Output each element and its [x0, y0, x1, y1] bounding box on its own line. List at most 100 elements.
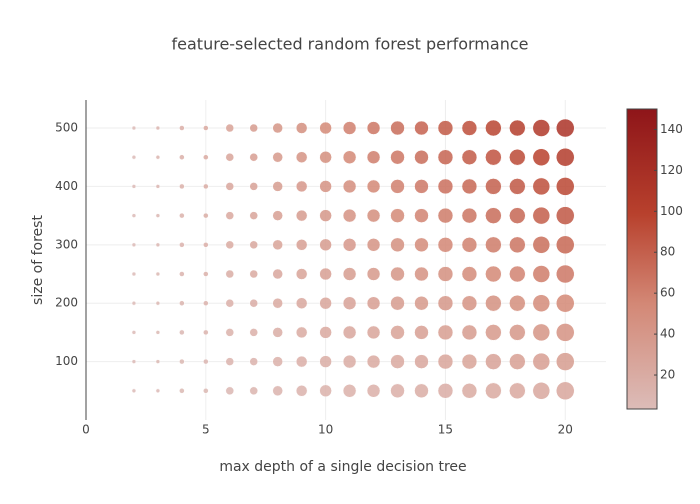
bubble: [390, 120, 405, 136]
bubble: [203, 212, 209, 219]
bubble: [249, 240, 258, 250]
bubble: [131, 330, 137, 335]
bubble: [155, 359, 161, 364]
bubble: [532, 206, 551, 225]
bubble: [437, 295, 454, 311]
bubble: [509, 382, 526, 400]
bubble: [461, 324, 478, 341]
x-tick-label: 15: [438, 423, 453, 437]
bubble: [414, 179, 429, 194]
bubble: [203, 271, 209, 277]
bubble: [295, 268, 308, 280]
bubble: [249, 328, 258, 337]
bubble: [272, 239, 283, 251]
bubble: [461, 178, 478, 195]
bubble: [155, 300, 161, 306]
bubble: [532, 352, 551, 371]
bubble: [532, 382, 551, 400]
bubble: [249, 357, 258, 366]
bubble: [155, 388, 161, 394]
bubble: [225, 182, 235, 191]
bubble: [461, 353, 478, 370]
bubble: [179, 242, 185, 248]
bubble: [225, 328, 235, 337]
bubble: [295, 326, 308, 339]
bubble: [414, 383, 429, 399]
bubble: [437, 353, 454, 370]
bubble: [485, 148, 502, 166]
bubble: [295, 385, 308, 397]
bubble: [509, 353, 526, 370]
bubble: [249, 182, 258, 191]
bubble: [272, 268, 283, 280]
bubble: [390, 325, 405, 340]
bubble: [295, 180, 308, 193]
y-tick-label: 300: [55, 237, 78, 251]
bubble: [225, 386, 235, 396]
bubble: [366, 384, 381, 398]
bubble: [342, 238, 357, 252]
bubble: [390, 295, 405, 311]
bubble: [342, 384, 357, 398]
bubble: [461, 295, 478, 311]
bubble: [532, 119, 551, 137]
y-tick-label: 100: [55, 354, 78, 368]
bubble: [272, 181, 283, 192]
colorbar-tick-label: 80: [660, 245, 675, 259]
bubble: [390, 266, 405, 282]
bubble: [179, 212, 185, 219]
bubble: [414, 120, 429, 136]
chart-title: feature-selected random forest performan…: [172, 35, 529, 54]
bubble: [342, 208, 357, 223]
bubble: [509, 148, 526, 166]
bubble: [461, 383, 478, 399]
bubble: [461, 237, 478, 253]
bubble: [272, 122, 283, 134]
bubble: [131, 213, 137, 218]
bubble: [461, 266, 478, 282]
bubble: [272, 210, 283, 221]
bubble: [342, 121, 357, 135]
bubble: [295, 209, 308, 222]
bubble: [272, 297, 283, 309]
bubble: [179, 358, 185, 365]
bubble: [437, 237, 454, 253]
bubble: [203, 329, 209, 336]
bubble: [390, 179, 405, 194]
bubble: [203, 300, 209, 306]
bubble: [179, 300, 185, 306]
bubble: [366, 296, 381, 310]
bubble: [225, 298, 235, 308]
bubble: [485, 294, 502, 312]
bubble: [203, 388, 209, 394]
bubble: [414, 295, 429, 311]
colorbar: [626, 108, 658, 410]
bubble: [131, 125, 137, 131]
bubble: [272, 385, 283, 397]
bubble: [556, 206, 575, 225]
bubble: [131, 184, 137, 189]
bubble: [295, 297, 308, 309]
bubble: [342, 150, 357, 164]
bubble: [272, 356, 283, 367]
bubble: [203, 125, 209, 131]
bubble: [249, 386, 258, 396]
bubble: [437, 324, 454, 341]
bubble: [414, 237, 429, 253]
bubble: [319, 209, 332, 222]
bubble: [390, 149, 405, 165]
bubble: [155, 242, 161, 248]
bubble: [414, 208, 429, 223]
bubble: [437, 149, 454, 165]
bubble: [342, 296, 357, 310]
bubble: [319, 267, 332, 281]
bubble: [295, 355, 308, 368]
bubble: [272, 327, 283, 338]
bubble: [366, 267, 381, 281]
bubble: [225, 152, 235, 162]
bubble: [461, 149, 478, 165]
bubble: [295, 151, 308, 163]
bubble: [179, 183, 185, 190]
bubble: [342, 267, 357, 281]
bubble: [509, 178, 526, 195]
